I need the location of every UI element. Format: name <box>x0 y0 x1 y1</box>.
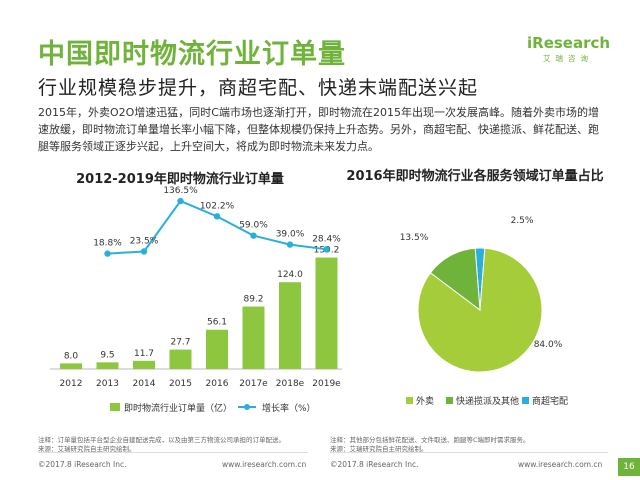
pie-legend-label-2: 商超宅配 <box>532 395 568 407</box>
bar-label-2014: 11.7 <box>134 349 154 359</box>
footer-copyright-left: ©2017.8 iResearch Inc. <box>38 460 127 469</box>
bar-2015 <box>169 349 192 369</box>
bar-label-2013: 9.5 <box>100 350 114 360</box>
pie-label-1: 13.5% <box>400 233 429 243</box>
pie-legend-label-0: 外卖 <box>416 395 434 407</box>
page-subtitle: 行业规模稳步提升，商超宅配、快递末端配送兴起 <box>38 77 479 99</box>
legend-label-growth: 增长率（%） <box>262 402 316 414</box>
pie-legend-swatch-1 <box>446 397 453 404</box>
footer-url-left[interactable]: www.iresearch.com.cn <box>222 460 307 469</box>
right-note-1: 注释：其他部分包括鲜花配送、文件取送、跑腿等C端即时需求服务。 <box>330 436 530 444</box>
bar-label-2012: 8.0 <box>64 351 79 361</box>
legend-swatch-orders <box>110 403 120 411</box>
pie-chart: 2016年即时物流行业各服务领域订单量占比 2.5% 84.0% 13.5% 外卖 快… <box>346 168 603 407</box>
bar-2012 <box>60 363 82 369</box>
footer-divider-right <box>330 452 608 453</box>
x-tick-2013: 2013 <box>96 379 119 389</box>
bar-label-2017e: 89.2 <box>243 295 263 305</box>
growth-point-2016 <box>213 213 221 220</box>
x-tick-2018e: 2018e <box>276 379 305 389</box>
growth-point-2018e <box>286 241 294 248</box>
intro-paragraph: 2015年，外卖O2O增速迅猛，同时C端市场也逐渐打开，即时物流在2015年出现… <box>38 106 599 153</box>
growth-label-2016: 102.2% <box>200 201 235 211</box>
bar-2016 <box>206 329 228 369</box>
bar-2018e <box>279 282 301 369</box>
x-tick-2019e: 2019e <box>312 379 341 389</box>
page-title: 中国即时物流行业订单量 <box>38 39 346 70</box>
x-tick-2016: 2016 <box>206 379 229 389</box>
bar-line-chart: 2012-2019年即时物流行业订单量 8.0 9.5 11.7 27.7 56.1 89… <box>50 171 342 414</box>
left-note-1: 注释：订单量包括平台型企业自建配送完成，以及由第三方物流公司承担的订单配送。 <box>38 436 285 444</box>
bar-2019e <box>315 257 338 369</box>
pie-chart-title: 2016年即时物流行业各服务领域订单量占比 <box>346 168 603 184</box>
x-tick-2014: 2014 <box>133 379 156 389</box>
growth-point-2019e <box>323 246 330 253</box>
x-tick-2017e: 2017e <box>239 379 268 389</box>
page-number: 16 <box>618 458 640 476</box>
growth-point-2014 <box>140 248 148 255</box>
pie-slices <box>417 247 543 373</box>
growth-point-2017e <box>250 232 257 239</box>
footer-divider-left <box>38 452 308 453</box>
growth-label-2014: 23.5% <box>130 237 159 247</box>
pie-legend-swatch-2 <box>522 397 529 404</box>
bar-chart-title: 2012-2019年即时物流行业订单量 <box>76 171 284 187</box>
growth-point-2015 <box>177 197 184 205</box>
bar-2013 <box>96 362 119 369</box>
footer-url-right[interactable]: www.iresearch.com.cn <box>518 460 603 469</box>
x-tick-2012: 2012 <box>60 379 83 389</box>
bar-label-2015: 27.7 <box>170 338 190 348</box>
footer-copyright-right: ©2017.8 iResearch Inc. <box>330 460 419 469</box>
growth-label-2013: 18.8% <box>93 239 122 249</box>
pie-legend: 外卖 快递揽派及其他 商超宅配 <box>406 395 568 407</box>
growth-label-2019e: 28.4% <box>312 234 341 244</box>
growth-label-2015: 136.5% <box>163 186 198 196</box>
bar-2014 <box>133 360 155 369</box>
logo-subtext: 艾瑞咨询 <box>543 54 593 63</box>
bar-label-2018e: 124.0 <box>277 270 303 280</box>
logo-text: iResearch <box>527 34 611 52</box>
growth-label-2018e: 39.0% <box>276 230 305 240</box>
pie-labels: 2.5% 84.0% 13.5% <box>400 216 563 350</box>
bar-series <box>60 257 338 369</box>
legend-swatch-growth-dot <box>244 404 250 410</box>
pie-legend-label-1: 快递揽派及其他 <box>456 395 519 407</box>
bar-x-ticks: 2012 2013 2014 2015 2016 2017e 2018e 2019e <box>60 379 342 389</box>
left-source: 来源：艾瑞研究院自主研究绘制。 <box>38 445 136 453</box>
growth-rate-points <box>104 197 330 257</box>
bar-2017e <box>242 306 265 369</box>
pie-label-0: 84.0% <box>534 340 563 350</box>
pie-legend-swatch-0 <box>406 397 413 404</box>
x-tick-2015: 2015 <box>169 379 192 389</box>
pie-label-2: 2.5% <box>511 216 534 226</box>
legend-label-orders: 即时物流行业订单量（亿） <box>124 402 232 414</box>
growth-rate-labels: 18.8% 23.5% 136.5%102.2% 59.0% 39.0% 28.4% <box>93 186 341 249</box>
right-source: 来源：艾瑞研究院自主研究绘制。 <box>330 445 428 453</box>
growth-label-2017e: 59.0% <box>239 221 268 231</box>
growth-point-2013 <box>104 250 111 257</box>
bar-label-2016: 56.1 <box>207 318 227 328</box>
pie-slice-1 <box>429 247 481 312</box>
iresearch-logo: iResearch 艾瑞咨询 <box>527 34 611 70</box>
